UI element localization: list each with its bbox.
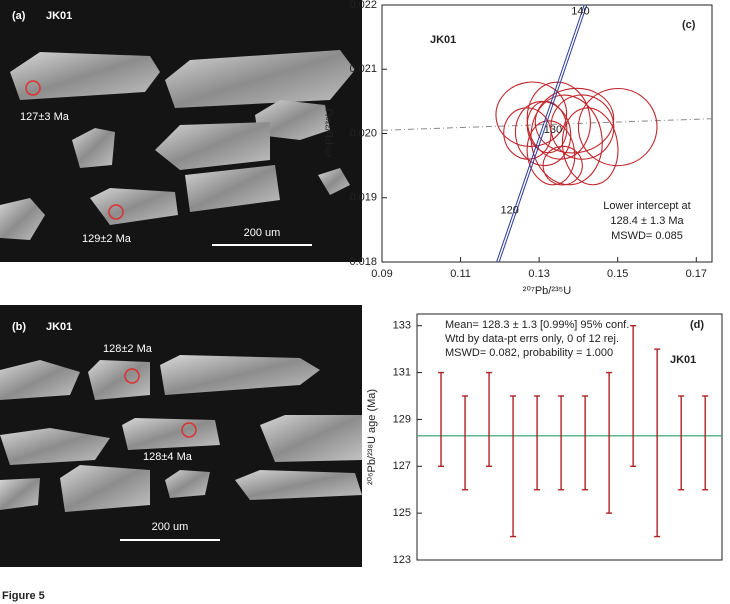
annotation: Lower intercept at xyxy=(603,200,690,212)
y-tick-label: 127 xyxy=(393,460,411,472)
crystal xyxy=(318,168,350,195)
crystal xyxy=(0,428,110,465)
crystal xyxy=(88,360,150,400)
error-bar xyxy=(438,371,445,467)
error-ellipse xyxy=(503,107,552,160)
crystal xyxy=(155,122,270,170)
error-bar xyxy=(678,395,685,491)
error-ellipse xyxy=(542,145,583,186)
error-ellipse xyxy=(530,94,603,186)
error-bar xyxy=(486,371,493,467)
age-annotation: 128±4 Ma xyxy=(143,451,193,463)
figure-label: Figure 5 xyxy=(2,590,45,602)
x-tick-label: 0.13 xyxy=(528,268,549,280)
image-a: (a) JK01 127±3 Ma 129±2 Ma 200 um xyxy=(0,0,362,262)
error-bar xyxy=(462,395,469,491)
x-tick-label: 0.11 xyxy=(450,268,471,280)
age-label: 140 xyxy=(571,5,589,17)
concordia xyxy=(496,4,585,263)
crystal xyxy=(0,478,40,510)
error-bar xyxy=(606,371,613,514)
crystal xyxy=(255,100,330,140)
error-bar xyxy=(702,395,709,491)
y-tick-label: 131 xyxy=(393,366,411,378)
annotation: Wtd by data-pt errs only, 0 of 12 rej. xyxy=(445,333,619,345)
annotation: 128.4 ± 1.3 Ma xyxy=(610,215,684,227)
sample: JK01 xyxy=(46,10,72,22)
y-tick-label: 129 xyxy=(393,413,411,425)
error-bar xyxy=(558,395,565,491)
panel-label: (a) xyxy=(12,10,26,22)
y-tick-label: 0.020 xyxy=(349,127,377,139)
crystal xyxy=(165,470,210,498)
error-ellipse xyxy=(514,100,572,167)
crystal xyxy=(122,418,220,450)
error-ellipse xyxy=(561,107,619,186)
age-annotation: 129±2 Ma xyxy=(82,233,132,245)
crystal xyxy=(0,360,80,400)
y-axis-label: ²⁰⁶Pb/²³⁸U age (Ma) xyxy=(366,389,378,485)
crystal xyxy=(160,355,320,395)
crystal xyxy=(185,165,280,212)
crystal xyxy=(90,188,178,225)
y-axis-label: ²⁰⁶Pb/²³⁸U xyxy=(324,108,336,157)
error-bar xyxy=(510,395,517,538)
plot-frame xyxy=(416,313,723,561)
crystal xyxy=(60,465,150,512)
annotation: MSWD= 0.085 xyxy=(611,230,683,242)
error-ellipse xyxy=(534,87,615,154)
annotation: MSWD= 0.082, probability = 1.000 xyxy=(445,347,613,359)
error-bar xyxy=(582,395,589,491)
x-tick-label: 0.17 xyxy=(686,268,707,280)
spot xyxy=(181,422,197,438)
error-ellipse xyxy=(577,87,658,167)
age-label: 130 xyxy=(544,124,562,136)
crystal xyxy=(235,470,362,500)
sample: JK01 xyxy=(670,354,696,366)
age-annotation: 127±3 Ma xyxy=(20,111,70,123)
scale-label: 200 um xyxy=(244,227,281,239)
sample: JK01 xyxy=(46,321,72,333)
spot xyxy=(25,80,41,96)
spot xyxy=(124,368,140,384)
crystal xyxy=(260,415,362,462)
age-label: 120 xyxy=(500,205,518,217)
crystal xyxy=(0,198,45,240)
y-tick-label: 133 xyxy=(393,320,411,332)
crystal xyxy=(10,52,160,100)
error-bar xyxy=(654,348,661,538)
y-tick-label: 0.019 xyxy=(349,192,377,204)
sample: JK01 xyxy=(430,34,456,46)
image-b: (b) JK01 128±2 Ma 128±4 Ma 200 um xyxy=(0,305,362,567)
x-axis-label: ²⁰⁷Pb/²³⁵U xyxy=(523,285,571,297)
age-annotation: 128±2 Ma xyxy=(103,343,153,355)
panel-label: (b) xyxy=(12,321,26,333)
error-bar xyxy=(534,395,541,491)
panel-label: (d) xyxy=(690,319,704,331)
error-bar xyxy=(630,325,637,467)
concordia xyxy=(498,4,588,263)
y-tick-label: 125 xyxy=(393,507,411,519)
crystal xyxy=(165,50,355,108)
y-tick-label: 0.021 xyxy=(349,63,377,75)
scale-label: 200 um xyxy=(152,521,189,533)
y-tick-label: 123 xyxy=(393,554,411,566)
x-tick-label: 0.09 xyxy=(371,268,392,280)
crystal xyxy=(72,128,115,168)
x-tick-label: 0.15 xyxy=(607,268,628,280)
spot xyxy=(108,204,124,220)
y-tick-label: 0.022 xyxy=(349,0,377,11)
y-tick-label: 0.018 xyxy=(349,256,377,268)
panel-label: (c) xyxy=(682,19,696,31)
annotation: Mean= 128.3 ± 1.3 [0.99%] 95% conf. xyxy=(445,319,629,331)
